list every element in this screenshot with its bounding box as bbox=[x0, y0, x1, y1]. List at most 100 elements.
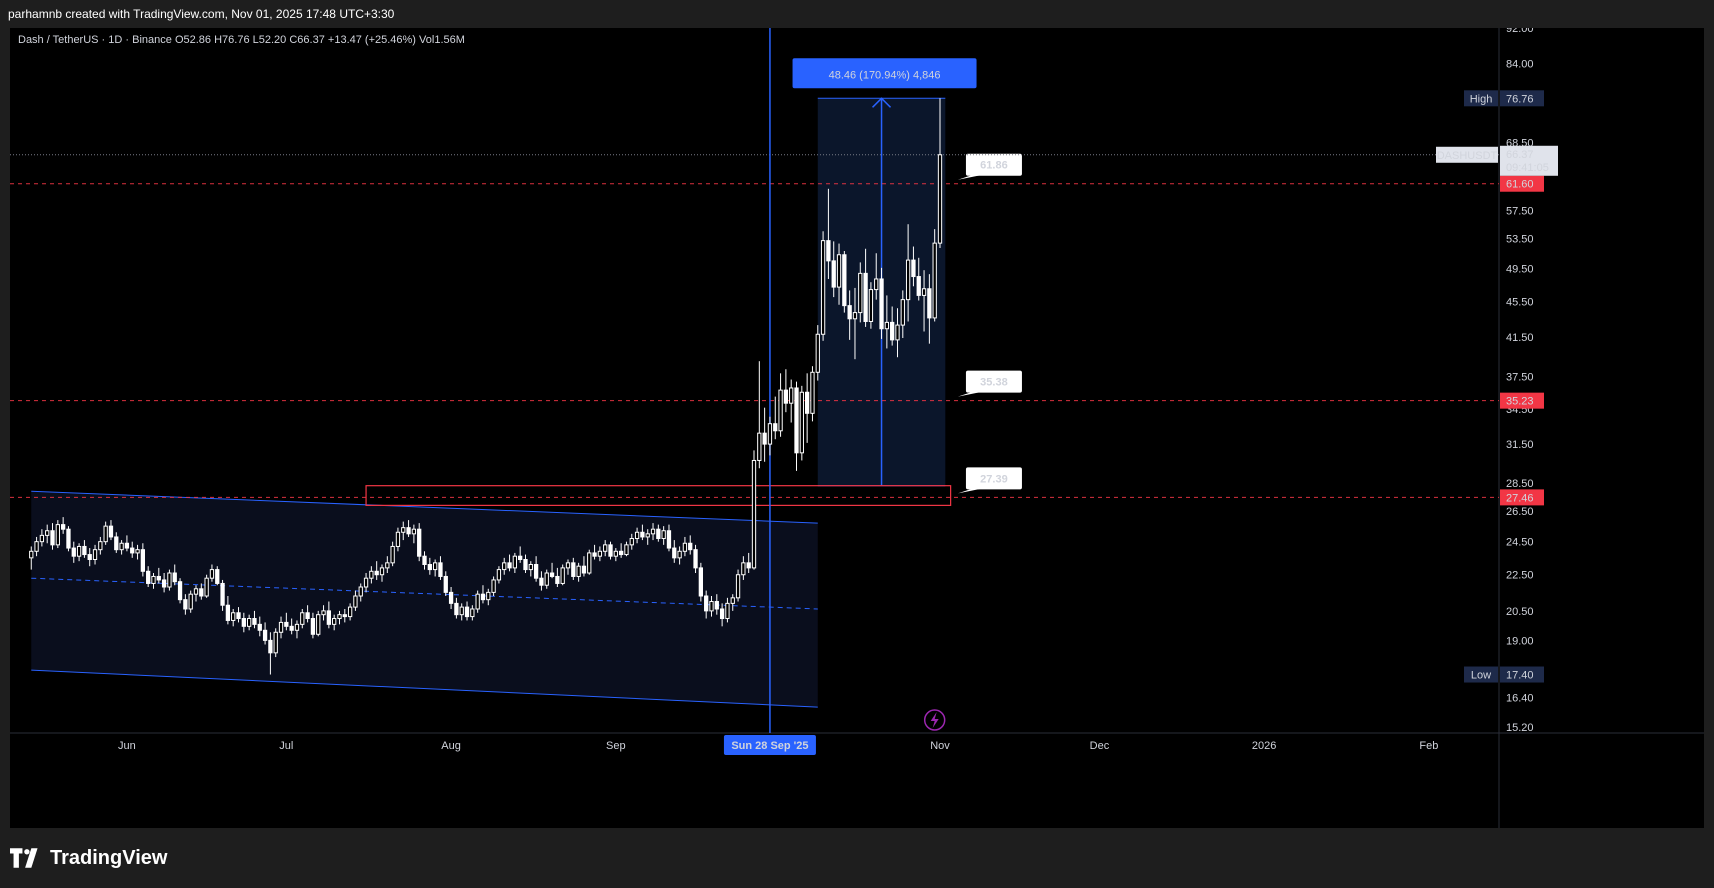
chart-frame[interactable]: 48.46 (170.94%) 4,846 61.86 35.38 27.39 92.0… bbox=[10, 28, 1704, 828]
candle-body bbox=[502, 562, 507, 571]
candle-body bbox=[60, 524, 66, 530]
candle-body bbox=[757, 432, 762, 461]
high-tag-box bbox=[1464, 90, 1498, 107]
candle-body bbox=[879, 278, 884, 330]
candle-body bbox=[890, 321, 895, 341]
candle-body bbox=[613, 550, 618, 557]
candle-body bbox=[87, 554, 92, 561]
candle-body bbox=[820, 240, 826, 335]
measure-label-box bbox=[792, 58, 977, 89]
alert-bolt-icon[interactable] bbox=[923, 709, 946, 731]
candle-body bbox=[587, 552, 592, 574]
candle-body bbox=[555, 575, 560, 584]
candle-body bbox=[571, 562, 576, 577]
low-price-text: 17.40 bbox=[1506, 670, 1534, 682]
candle-body bbox=[39, 534, 45, 543]
y-tick-label: 19.00 bbox=[1506, 635, 1534, 647]
alert-bolt-glyph bbox=[930, 712, 939, 728]
level-callout-text: 27.39 bbox=[980, 473, 1008, 485]
candle-body bbox=[103, 525, 108, 543]
candle-body bbox=[71, 547, 76, 557]
candle-body bbox=[124, 542, 130, 549]
candle-body bbox=[868, 289, 874, 322]
candle-body bbox=[204, 577, 209, 597]
candle-body bbox=[927, 288, 932, 319]
candle-body bbox=[911, 259, 916, 278]
candle-body bbox=[629, 538, 634, 546]
candle-body bbox=[900, 299, 905, 326]
candle-body bbox=[847, 305, 852, 320]
tradingview-logo-icon bbox=[10, 848, 38, 868]
candle-body bbox=[863, 272, 868, 322]
candle-body bbox=[810, 371, 815, 414]
channel-upper-line[interactable] bbox=[31, 490, 818, 524]
candle-body bbox=[645, 533, 650, 538]
candle-body bbox=[693, 549, 698, 569]
candle-body bbox=[512, 555, 518, 569]
candle-body bbox=[321, 610, 326, 616]
candle-body bbox=[778, 389, 783, 432]
x-tick-label: Jul bbox=[279, 740, 293, 752]
candle-body bbox=[719, 608, 725, 620]
candle-body bbox=[815, 333, 820, 373]
candle-body bbox=[268, 639, 273, 654]
y-tick-label: 45.50 bbox=[1506, 296, 1534, 308]
candle-body bbox=[34, 541, 39, 552]
countdown-text: 09:41:05 bbox=[1506, 162, 1549, 174]
level-callout-box[interactable] bbox=[965, 153, 1022, 176]
candle-body bbox=[246, 618, 252, 627]
x-tick-label: Feb bbox=[1419, 740, 1438, 752]
candle-body bbox=[836, 254, 842, 288]
candle-body bbox=[172, 572, 177, 583]
support-zone[interactable] bbox=[365, 485, 952, 506]
candle-body bbox=[379, 567, 385, 576]
y-tick-label: 92.00 bbox=[1506, 28, 1534, 35]
level-callout-box[interactable] bbox=[965, 467, 1022, 490]
candle-body bbox=[135, 549, 140, 554]
candle-body bbox=[709, 601, 714, 612]
candle-body bbox=[188, 593, 193, 610]
candle-body bbox=[119, 542, 124, 551]
candle-body bbox=[427, 564, 432, 571]
x-tick-label: Sep bbox=[606, 740, 626, 752]
symbol-tag-text: DASHUSDT bbox=[1437, 150, 1498, 162]
candle-body bbox=[55, 524, 60, 546]
candle-body bbox=[475, 593, 480, 610]
high-price-box bbox=[1500, 90, 1544, 107]
x-tick-label: Nov bbox=[930, 740, 950, 752]
level-callout-box[interactable] bbox=[965, 370, 1022, 393]
legend-symbol[interactable]: Dash / TetherUS · 1D · Binance bbox=[18, 34, 172, 46]
symbol-tag-box bbox=[1436, 146, 1498, 163]
legend-close: C66.37 bbox=[289, 34, 325, 46]
candle-body bbox=[932, 242, 937, 319]
candle-body bbox=[656, 528, 661, 540]
x-tick-label: Dec bbox=[1090, 740, 1110, 752]
level-callout-text: 35.38 bbox=[980, 377, 1008, 389]
channel-lower-line[interactable] bbox=[31, 669, 818, 708]
candle-body bbox=[783, 389, 789, 404]
candle-body bbox=[735, 574, 741, 599]
candle-body bbox=[363, 577, 369, 588]
tradingview-brand[interactable]: TradingView bbox=[10, 846, 167, 870]
candle-body bbox=[672, 547, 677, 559]
candle-body bbox=[714, 601, 719, 610]
y-tick-label: 84.00 bbox=[1506, 58, 1534, 70]
candle-body bbox=[199, 588, 204, 597]
candle-body bbox=[905, 259, 911, 301]
level-price-tag bbox=[1500, 175, 1544, 192]
candle-body bbox=[773, 423, 778, 432]
candle-body bbox=[725, 602, 730, 620]
symbol-legend: Dash / TetherUS · 1D · Binance O52.86 H7… bbox=[18, 34, 465, 46]
candle-body bbox=[438, 562, 443, 577]
candlestick-chart[interactable]: 48.46 (170.94%) 4,846 61.86 35.38 27.39 92.0… bbox=[10, 28, 1704, 828]
legend-low: L52.20 bbox=[252, 34, 287, 46]
candle-body bbox=[337, 614, 342, 620]
candle-body bbox=[300, 612, 305, 625]
candle-body bbox=[411, 528, 417, 535]
candle-body bbox=[305, 612, 310, 620]
candle-body bbox=[326, 610, 332, 625]
candle-body bbox=[395, 531, 401, 547]
candle-body bbox=[789, 387, 794, 404]
candle-body bbox=[533, 564, 539, 579]
candle-body bbox=[167, 572, 172, 588]
